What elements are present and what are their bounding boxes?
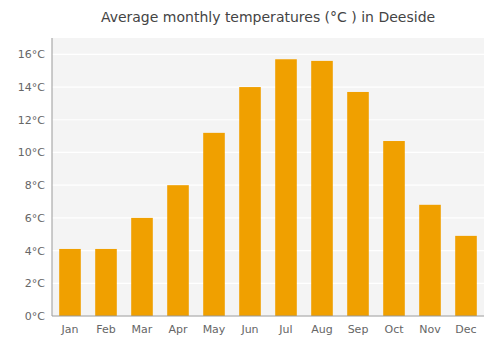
x-tick-label: Feb [96,323,115,336]
grid-line [52,119,484,120]
grid-line [52,86,484,87]
y-tick-label: 4°C [25,245,45,258]
chart-container: Average monthly temperatures (°C ) in De… [0,0,500,350]
y-axis-line [52,38,53,316]
bar [203,133,225,316]
bar [347,92,369,316]
y-tick-label: 6°C [25,212,45,225]
y-tick-label: 2°C [25,277,45,290]
x-tick-label: Nov [419,323,441,336]
bars [59,59,477,316]
bar [419,205,441,316]
x-axis-line [52,316,484,317]
y-tick-label: 8°C [25,179,45,192]
bar [239,87,261,316]
bar [59,249,81,316]
grid-line [52,54,484,55]
grid [52,54,484,316]
grid-line [52,315,484,316]
bar [311,61,333,316]
bar [455,236,477,316]
x-tick-label: Jul [278,323,292,336]
x-tick-label: Apr [168,323,188,336]
bar [131,218,153,316]
y-tick-label: 0°C [25,310,45,323]
chart-svg: Average monthly temperatures (°C ) in De… [0,0,500,350]
grid-line [52,185,484,186]
bar [167,185,189,316]
x-tick-label: May [203,323,226,336]
x-tick-label: Aug [311,323,332,336]
bar [95,249,117,316]
title: Average monthly temperatures (°C ) in De… [101,9,435,25]
x-tick-label: Mar [132,323,153,336]
y-tick-label: 10°C [18,146,45,159]
bar [275,59,297,316]
y-tick-label: 16°C [18,48,45,61]
plot-background [52,38,484,316]
grid-line [52,152,484,153]
bar [383,141,405,316]
y-tick-label: 12°C [18,114,45,127]
x-tick-label: Dec [455,323,476,336]
x-tick-label: Oct [384,323,404,336]
x-tick-label: Jan [61,323,79,336]
x-tick-label: Jun [240,323,258,336]
y-tick-label: 14°C [18,81,45,94]
x-tick-label: Sep [348,323,369,336]
